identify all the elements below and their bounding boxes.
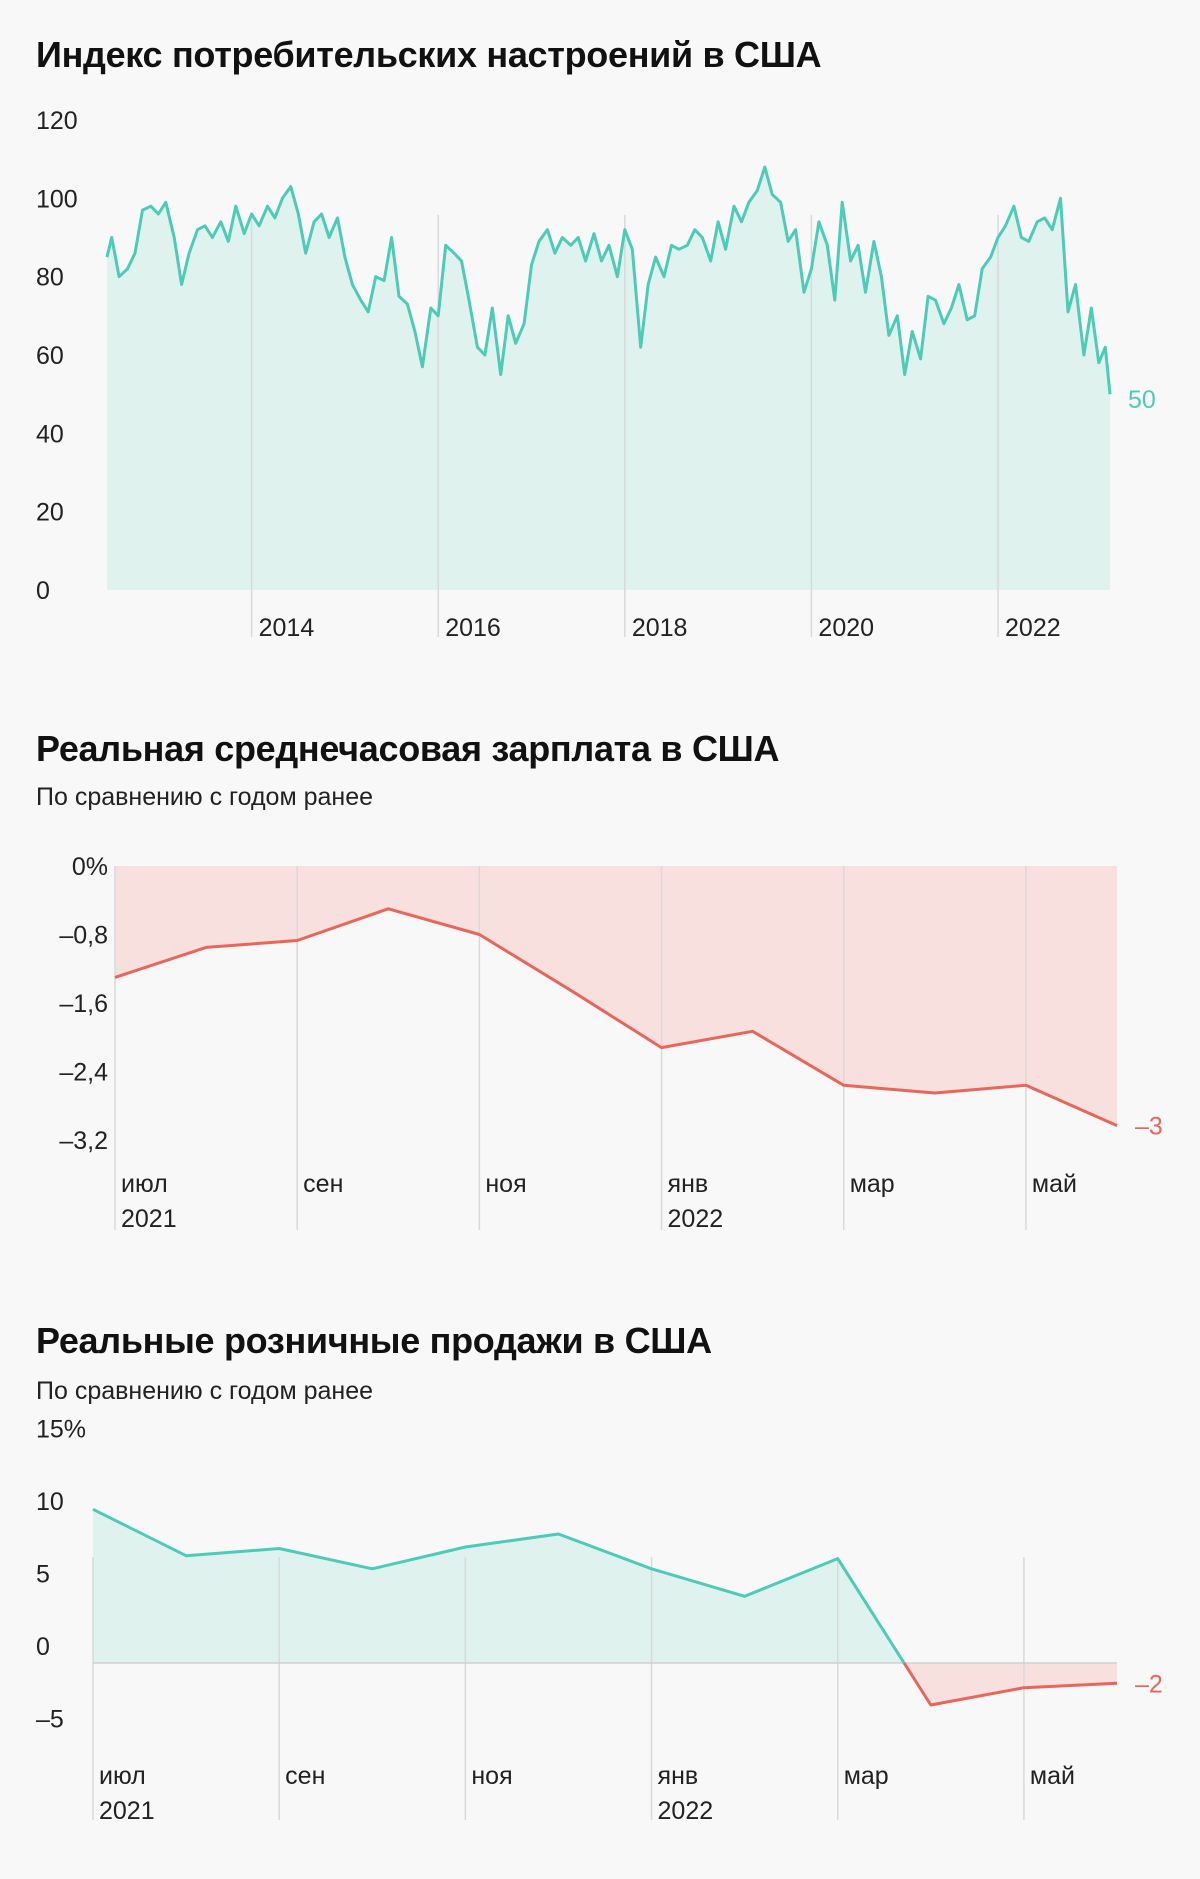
chart2-area-fill: [115, 866, 1117, 1126]
chart2-end-value-label: –3: [1135, 1113, 1163, 1141]
chart1-series-line: [105, 165, 1112, 395]
chart3-x-tick-label: янв: [658, 1762, 699, 1790]
chart2-x-tick-label: ноя: [485, 1170, 526, 1198]
chart2-x-tick-label: мар: [850, 1170, 895, 1198]
chart3-x-tick-label: июл: [99, 1762, 146, 1790]
chart1-x-tick-label: 2022: [1005, 614, 1061, 642]
chart3-x-tick-year: 2021: [99, 1797, 155, 1825]
chart2-y-tick-label: –3,2: [59, 1127, 108, 1155]
chart3-y-tick-label: 5: [36, 1561, 50, 1589]
chart3-x-tick-label: ноя: [471, 1762, 512, 1790]
chart2-x-tick-label: янв: [668, 1170, 709, 1198]
chart1-x-tick-label: 2020: [818, 614, 874, 642]
chart1-title: Индекс потребительских настроений в США: [36, 34, 822, 75]
chart3-positive-series-line: [92, 1507, 906, 1664]
chart2-x-tick-label: июл: [121, 1170, 168, 1198]
chart3-x-tick-label: сен: [285, 1762, 325, 1790]
chart1-plot: 2014 2016 2018 2020 2022 0 20 40 60 80 100 120 50: [36, 107, 1156, 642]
chart3-x-tick-label: мар: [844, 1762, 889, 1790]
chart1-y-tick-label: 80: [36, 264, 64, 292]
chart1-y-tick-label: 40: [36, 420, 64, 448]
chart3-negative-area-fill: [904, 1663, 1117, 1705]
chart3-positive-area-fill: [93, 1509, 905, 1663]
chart2-subtitle: По сравнению с годом ранее: [36, 783, 373, 811]
chart1-y-tick-label: 20: [36, 499, 64, 527]
chart3-subtitle: По сравнению с годом ранее: [36, 1377, 373, 1405]
chart3-y-tick-label: 15%: [36, 1416, 86, 1444]
chart2-title: Реальная среднечасовая зарплата в США: [36, 728, 780, 769]
chart2-y-tick-label: 0%: [72, 853, 108, 881]
chart2-plot: июл 2021 сен ноя янв 2022 мар май 0% –0,8 –1,6 –2,4…: [59, 853, 1163, 1233]
chart2-x-tick-label: май: [1032, 1170, 1077, 1198]
chart1-area-fill: [107, 167, 1110, 590]
chart3-x-tick-year: 2022: [658, 1797, 714, 1825]
chart1-end-value-label: 50: [1128, 386, 1156, 414]
chart2-y-tick-label: –1,6: [59, 990, 108, 1018]
chart2-x-tick-label: сен: [303, 1170, 343, 1198]
chart1-x-tick-label: 2018: [632, 614, 688, 642]
chart1-y-tick-label: 0: [36, 577, 50, 605]
chart3-y-tick-label: 10: [36, 1488, 64, 1516]
chart2-y-tick-label: –0,8: [59, 922, 108, 950]
chart1-x-tick-label: 2014: [259, 614, 315, 642]
chart2-x-tick-year: 2022: [668, 1205, 724, 1233]
chart1-y-tick-label: 100: [36, 185, 78, 213]
chart3-y-tick-label: 0: [36, 1633, 50, 1661]
chart2-y-tick-label: –2,4: [59, 1059, 108, 1087]
chart1-y-tick-label: 120: [36, 107, 78, 135]
chart2-x-tick-year: 2021: [121, 1205, 177, 1233]
chart1-x-tick-label: 2016: [445, 614, 501, 642]
chart3-negative-series-line: [902, 1662, 1118, 1707]
chart2-series-line: [114, 907, 1118, 1127]
chart3-title: Реальные розничные продажи в США: [36, 1320, 712, 1361]
chart3-x-tick-label: май: [1030, 1762, 1075, 1790]
chart1-y-tick-label: 60: [36, 342, 64, 370]
chart3-y-tick-label: –5: [36, 1706, 64, 1734]
chart3-end-value-label: –2: [1135, 1670, 1163, 1698]
